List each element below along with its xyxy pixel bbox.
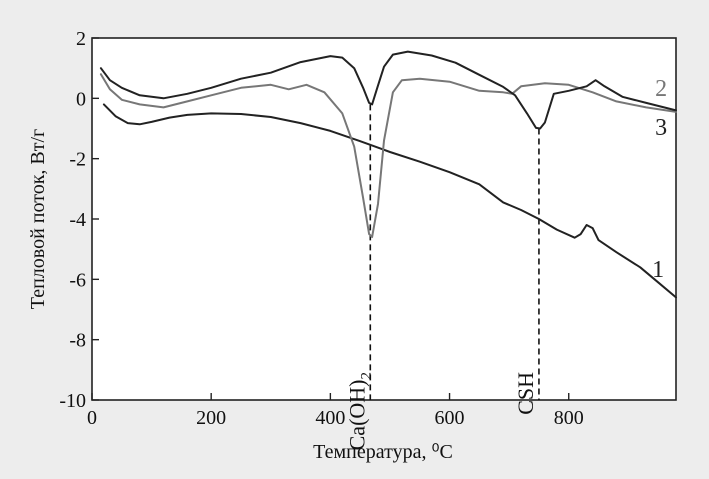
- y-tick-label: -2: [69, 149, 86, 171]
- series-line-2: [99, 73, 677, 239]
- y-tick-label: -6: [69, 269, 86, 291]
- annotation-label-main: Ca(OH): [344, 380, 369, 451]
- y-tick-label: -10: [59, 390, 86, 412]
- x-axis-label-unit: ⁰C: [431, 441, 452, 463]
- series-label-1: 1: [652, 257, 664, 283]
- annotation-label: Ca(OH)2: [344, 372, 374, 450]
- annotation-label-main: CSH: [513, 372, 538, 415]
- annotation-label: CSH: [513, 372, 538, 415]
- annotation-label-sub: 2: [358, 372, 374, 380]
- y-tick-label: -8: [69, 330, 86, 352]
- y-axis-label: Тепловой поток, Вт/г: [27, 129, 49, 310]
- x-tick-label: 200: [196, 407, 226, 429]
- series-label-2: 2: [655, 76, 667, 102]
- x-tick-label: 400: [315, 407, 345, 429]
- x-tick-label: 800: [554, 407, 584, 429]
- series-line-3: [99, 50, 677, 130]
- plot-area: [91, 37, 677, 401]
- y-tick-label: -4: [69, 209, 86, 231]
- x-axis-label-text: Температура,: [313, 441, 431, 463]
- x-tick-label: 0: [87, 407, 97, 429]
- x-axis-label: Температура, ⁰C: [313, 441, 453, 463]
- y-tick-label: 0: [76, 88, 86, 110]
- x-tick-label: 600: [435, 407, 465, 429]
- series-line-1: [102, 103, 677, 299]
- y-tick-label: 2: [76, 28, 86, 50]
- series-label-3: 3: [655, 115, 667, 141]
